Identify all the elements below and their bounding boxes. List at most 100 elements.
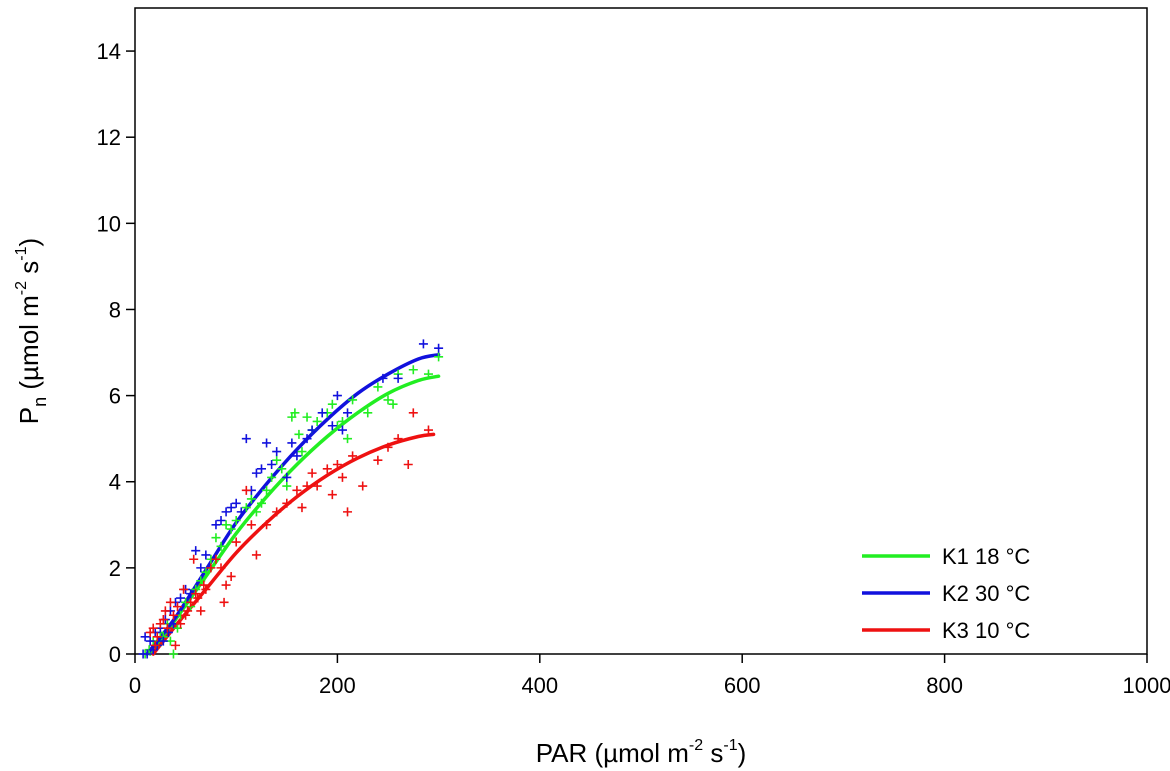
data-point-series-3 [165, 597, 175, 607]
data-point-series-2 [145, 636, 155, 646]
data-point-series-3 [173, 602, 183, 612]
data-point-series-3 [348, 451, 358, 461]
data-point-series-1 [294, 429, 304, 439]
data-point-series-2 [337, 425, 347, 435]
x-axis-ticks: 0 200 400 600 800 1000 [129, 654, 1170, 698]
data-point-series-3 [206, 563, 216, 573]
data-point-series-3 [199, 580, 209, 590]
data-point-series-2 [176, 593, 186, 603]
data-point-series-3 [211, 554, 221, 564]
data-point-series-2 [158, 636, 168, 646]
data-point-series-3 [221, 580, 231, 590]
data-point-series-1 [337, 416, 347, 426]
data-point-series-2 [267, 460, 277, 470]
data-point-series-3 [183, 606, 193, 616]
data-point-series-3 [179, 584, 189, 594]
data-point-series-3 [201, 584, 211, 594]
data-point-series-2 [226, 503, 236, 513]
data-point-series-2 [231, 498, 241, 508]
data-point-series-1 [277, 464, 287, 474]
y-tick-label: 12 [97, 125, 121, 150]
y-tick-label: 14 [97, 39, 121, 64]
data-point-series-2 [163, 627, 173, 637]
data-point-series-2 [418, 339, 428, 349]
data-point-series-2 [211, 520, 221, 530]
data-point-series-3 [393, 434, 403, 444]
data-point-series-3 [148, 623, 158, 633]
y-axis-title: Pn (µmol m-2 s-1) [13, 238, 50, 424]
data-point-series-3 [332, 460, 342, 470]
data-point-series-1 [231, 515, 241, 525]
data-point-series-1 [343, 434, 353, 444]
data-point-series-1 [290, 408, 300, 418]
data-point-series-1 [221, 520, 231, 530]
plot-frame [134, 7, 1148, 655]
x-tick-label: 800 [926, 673, 963, 698]
data-point-series-3 [307, 468, 317, 478]
data-point-series-2 [327, 421, 337, 431]
data-point-series-3 [373, 455, 383, 465]
data-point-series-2 [251, 468, 261, 478]
data-point-series-3 [262, 520, 272, 530]
y-tick-label: 10 [97, 211, 121, 236]
data-point-series-2 [148, 645, 158, 655]
data-point-series-3 [241, 485, 251, 495]
fit-line-series-2 [145, 352, 441, 656]
y-axis-ticks: 0 2 4 6 8 10 12 14 [97, 39, 135, 667]
data-point-series-1 [267, 472, 277, 482]
y-tick-label: 8 [109, 297, 121, 322]
data-point-series-3 [383, 442, 393, 452]
data-point-series-3 [191, 589, 201, 599]
data-point-series-2 [317, 408, 327, 418]
data-point-series-1 [348, 395, 358, 405]
data-point-series-1 [312, 416, 322, 426]
y-tick-label: 2 [109, 556, 121, 581]
data-point-series-1 [373, 382, 383, 392]
data-point-series-1 [168, 649, 178, 659]
legend-label-series-3: K3 10 °C [942, 618, 1030, 643]
data-point-series-3 [189, 554, 199, 564]
data-point-series-1 [363, 408, 373, 418]
data-point-series-3 [312, 481, 322, 491]
data-point-series-1 [257, 498, 266, 508]
data-point-series-3 [343, 507, 353, 517]
data-point-series-2 [287, 438, 297, 448]
data-point-series-1 [434, 352, 444, 362]
data-point-series-3 [186, 597, 196, 607]
y-tick-label: 6 [109, 384, 121, 409]
data-point-series-3 [297, 503, 307, 513]
data-point-series-1 [251, 507, 261, 517]
x-tick-label: 400 [521, 673, 558, 698]
data-point-series-2 [302, 434, 312, 444]
data-point-series-3 [327, 490, 337, 500]
data-point-series-2 [307, 425, 317, 435]
data-point-series-2 [241, 434, 251, 444]
x-tick-label: 0 [129, 673, 141, 698]
data-point-series-3 [337, 472, 347, 482]
data-point-series-3 [181, 610, 191, 620]
data-point-series-3 [150, 640, 160, 650]
data-point-series-2 [201, 550, 211, 560]
data-point-series-3 [170, 640, 180, 650]
data-point-series-2 [282, 472, 292, 482]
data-point-series-1 [226, 524, 236, 534]
data-point-series-3 [158, 615, 168, 625]
data-point-series-3 [231, 537, 241, 547]
x-tick-label: 1000 [1123, 673, 1170, 698]
data-point-series-3 [322, 464, 332, 474]
x-tick-label: 600 [724, 673, 761, 698]
data-point-series-3 [272, 507, 282, 517]
data-point-series-1 [201, 567, 211, 577]
data-point-series-2 [393, 373, 403, 383]
data-point-series-2 [292, 451, 302, 461]
data-point-series-1 [327, 399, 337, 409]
legend-label-series-1: K1 18 °C [942, 544, 1030, 569]
data-point-series-3 [408, 408, 418, 418]
fit-line-series-3 [151, 432, 436, 656]
data-point-series-3 [251, 550, 261, 560]
x-tick-label: 200 [319, 673, 356, 698]
data-point-series-1 [211, 533, 221, 543]
data-point-series-3 [246, 520, 256, 530]
y-tick-label: 0 [109, 642, 121, 667]
